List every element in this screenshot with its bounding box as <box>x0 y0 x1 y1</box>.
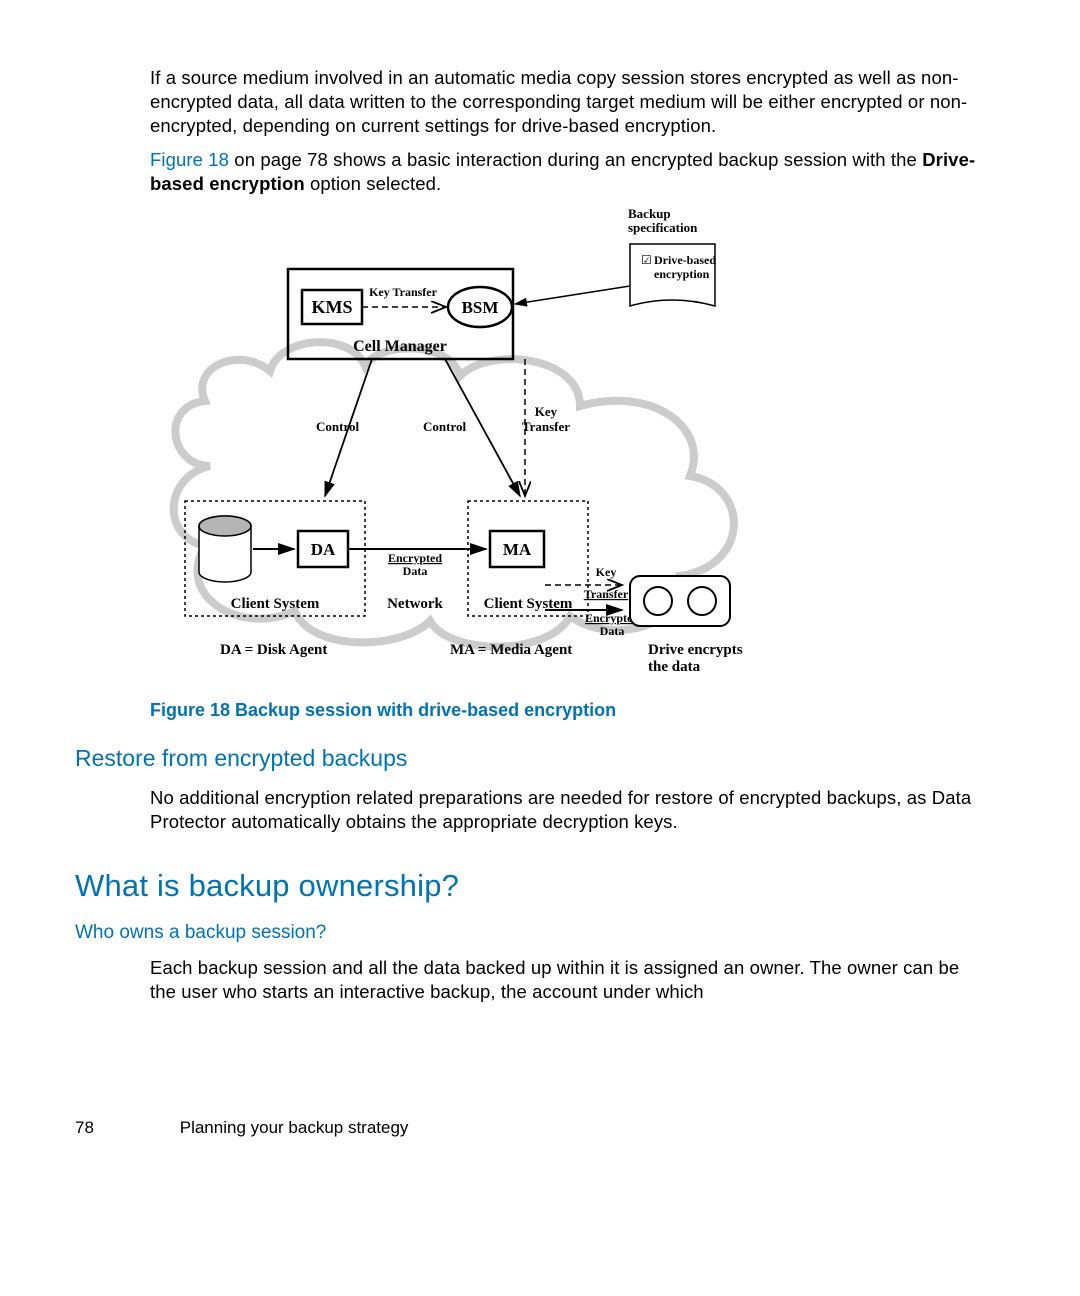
cell-manager-label: Cell Manager <box>353 338 447 355</box>
page-number: 78 <box>75 1118 175 1138</box>
control-2: Control <box>423 419 466 434</box>
paragraph-1: If a source medium involved in an automa… <box>150 66 990 138</box>
encrypted-1: Encrypted <box>388 551 442 565</box>
footer-title: Planning your backup strategy <box>180 1118 409 1137</box>
backup-spec-l1: Backup <box>628 206 671 221</box>
kms-label: KMS <box>311 297 352 317</box>
data-2: Data <box>600 624 625 638</box>
control-1: Control <box>316 419 359 434</box>
drive-encrypts-2: the data <box>648 659 701 675</box>
owner-body: Each backup session and all the data bac… <box>150 956 990 1004</box>
restore-body: No additional encryption related prepara… <box>150 786 990 834</box>
figure-18: Backup specification ☑ Drive-based encry… <box>150 206 990 686</box>
p2-mid: on page 78 shows a basic interaction dur… <box>229 149 922 170</box>
client-system-1: Client System <box>231 596 320 612</box>
paragraph-2: Figure 18 on page 78 shows a basic inter… <box>150 148 990 196</box>
drive-encrypts-1: Drive encrypts <box>648 642 743 658</box>
da-label: DA <box>311 540 336 559</box>
transfer-label-2: Transfer <box>584 587 629 601</box>
drive-based-l2: encryption <box>654 267 710 281</box>
ma-label: MA <box>503 540 532 559</box>
heading-who-owns: Who owns a backup session? <box>75 922 990 944</box>
network-label: Network <box>387 596 443 612</box>
key-label-1: Key <box>535 404 558 419</box>
page-footer: 78 Planning your backup strategy <box>75 1118 408 1138</box>
key-label-2: Key <box>596 565 617 579</box>
figure-caption: Figure 18 Backup session with drive-base… <box>150 700 990 721</box>
ma-legend: MA = Media Agent <box>450 642 572 658</box>
bsm-label: BSM <box>462 298 499 317</box>
drive-based-l1: Drive-based <box>654 253 716 267</box>
key-transfer-label: Key Transfer <box>369 285 438 299</box>
data-1: Data <box>403 564 428 578</box>
da-legend: DA = Disk Agent <box>220 642 327 658</box>
backup-spec-l2: specification <box>628 220 698 235</box>
transfer-label-1: Transfer <box>522 419 570 434</box>
svg-text:☑: ☑ <box>641 253 652 267</box>
heading-restore: Restore from encrypted backups <box>75 745 990 772</box>
p2-end: option selected. <box>305 173 441 194</box>
heading-ownership: What is backup ownership? <box>75 868 990 904</box>
figure-link[interactable]: Figure 18 <box>150 149 229 170</box>
